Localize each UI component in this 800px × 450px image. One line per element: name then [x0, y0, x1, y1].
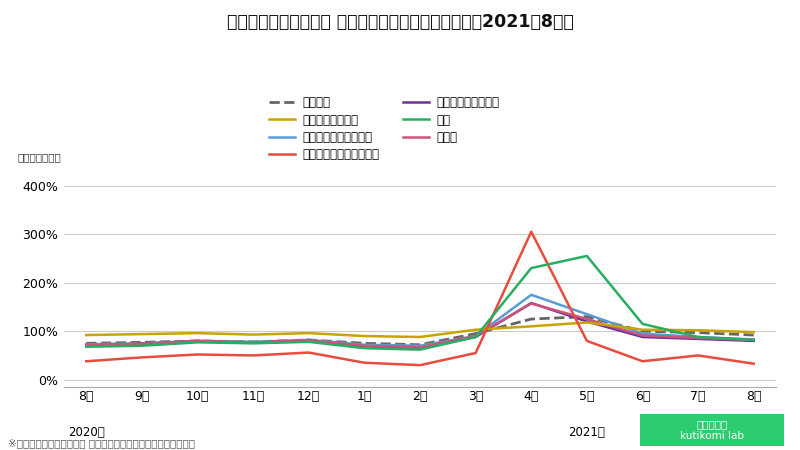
Text: （前年同月比）: （前年同月比） [18, 153, 62, 162]
Text: ※日本フードサービス協会 外食産業市場動向調査より編集部作成: ※日本フードサービス協会 外食産業市場動向調査より編集部作成 [8, 438, 195, 448]
Legend: 全　　体, ファーストフード, ファミリーレストラン, パブレストラン／居酒屋, ディナーレストラン, 喫茶, その他: 全 体, ファーストフード, ファミリーレストラン, パブレストラン／居酒屋, … [270, 96, 499, 161]
Text: 2020年: 2020年 [68, 426, 105, 439]
Text: 口コミラボ
kutikomi lab: 口コミラボ kutikomi lab [680, 419, 744, 441]
Text: 外食産業市場動向調査 業態別売上高（前年同月比）【2021年8月】: 外食産業市場動向調査 業態別売上高（前年同月比）【2021年8月】 [226, 14, 574, 32]
Text: 2021年: 2021年 [569, 426, 606, 439]
